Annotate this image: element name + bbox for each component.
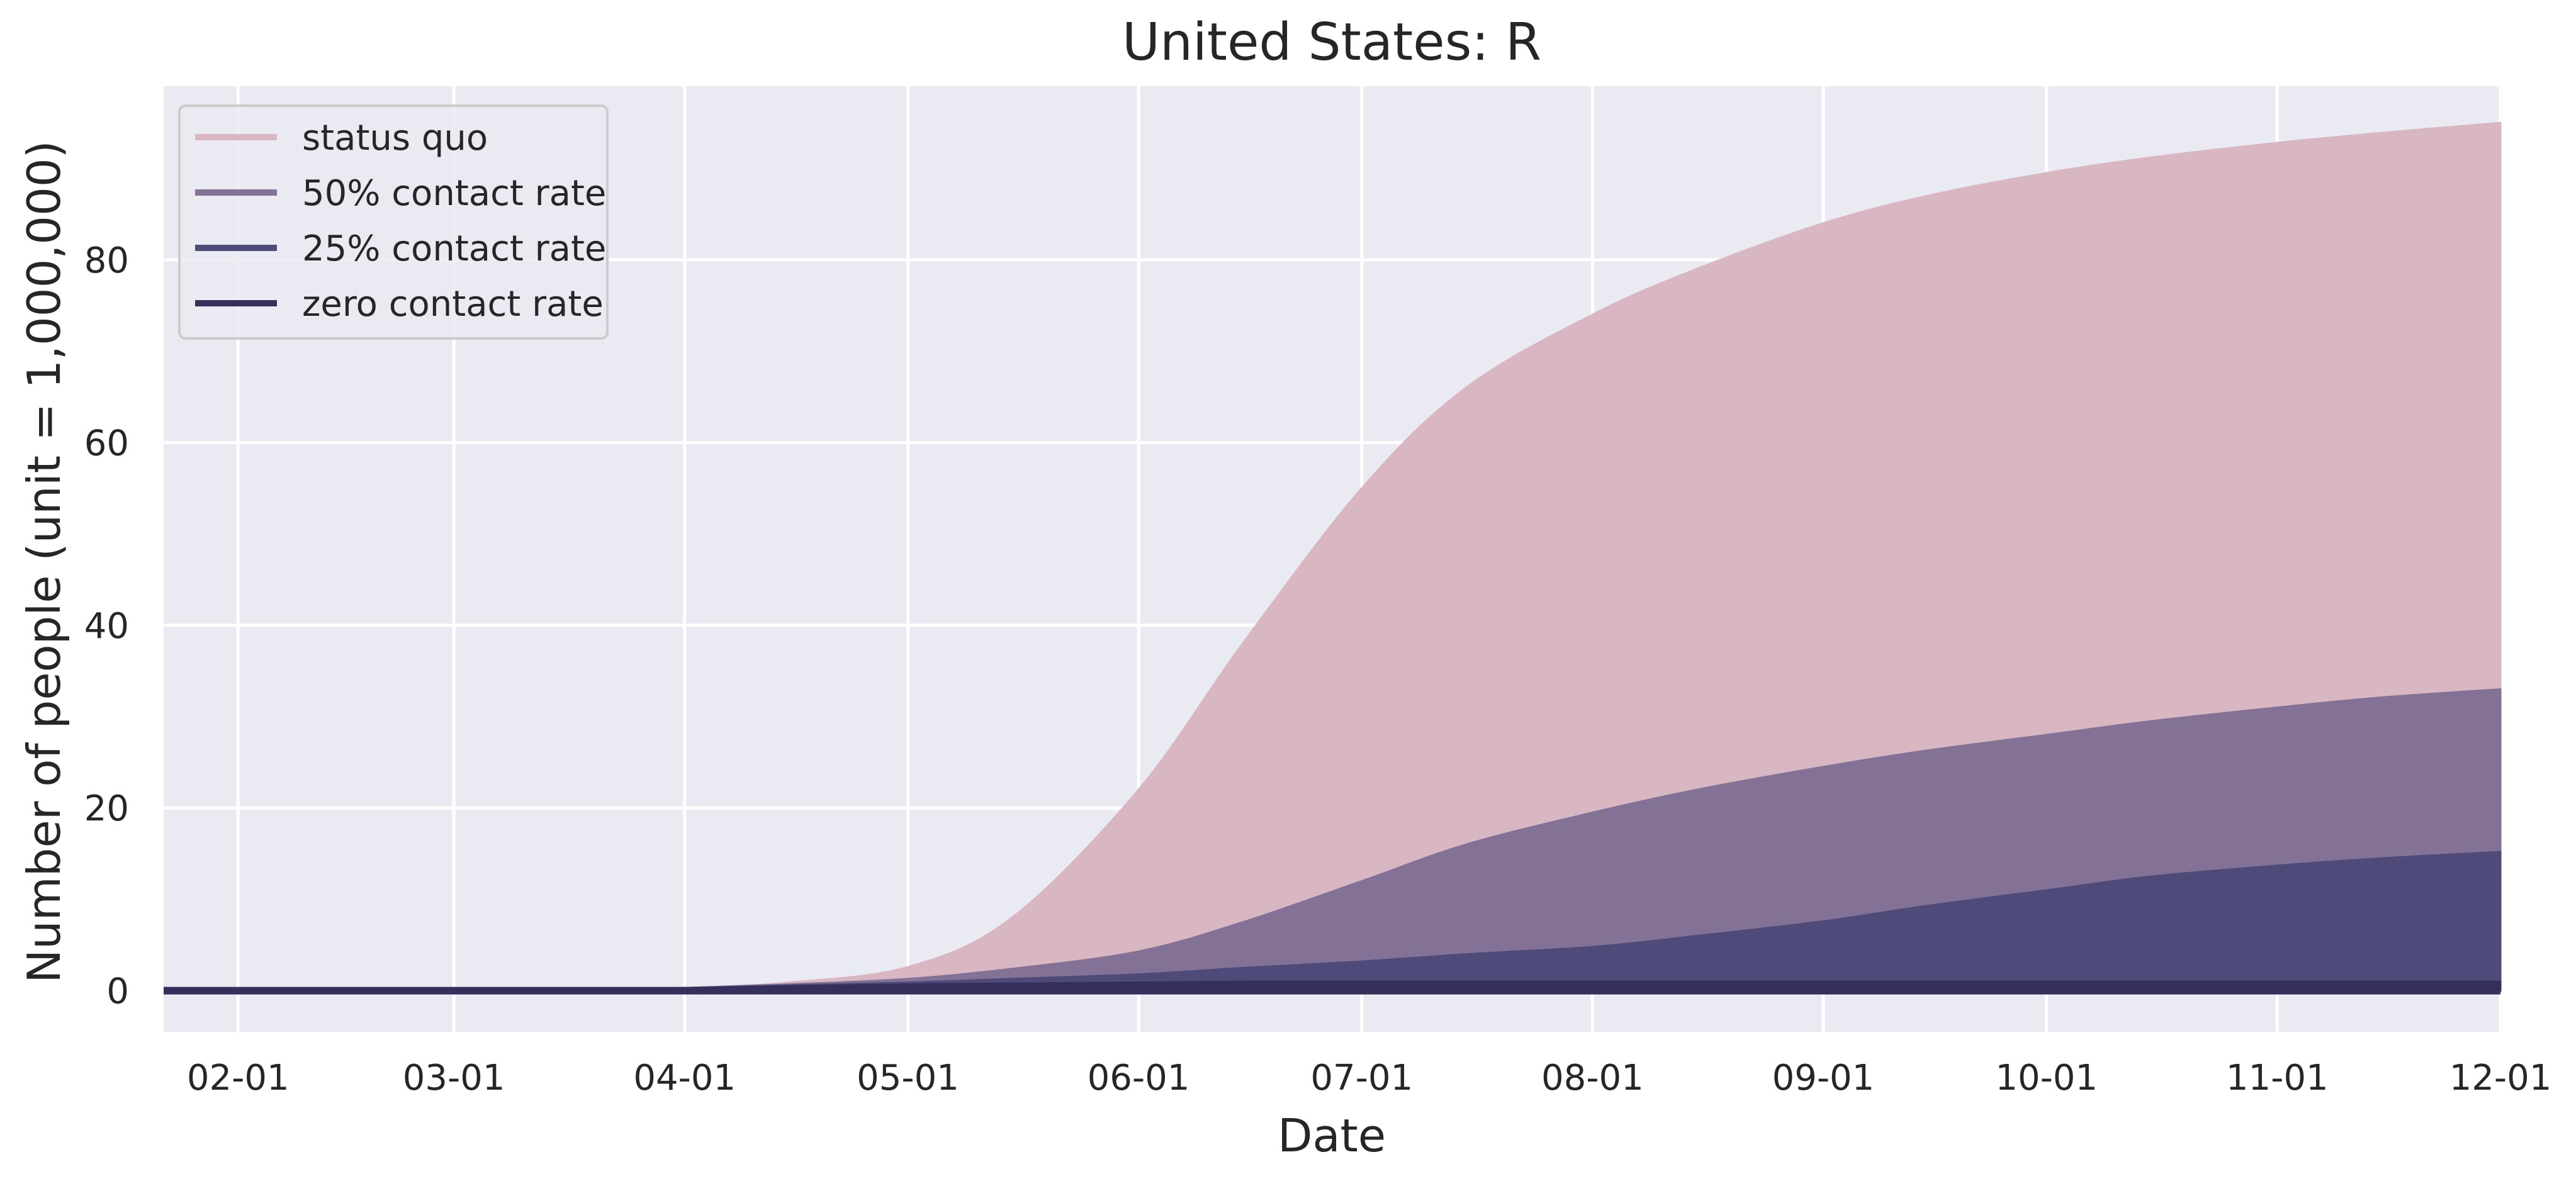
x-tick-label: 12-01 (2449, 1058, 2552, 1099)
x-tick-label: 06-01 (1088, 1058, 1190, 1099)
x-tick-label: 07-01 (1310, 1058, 1413, 1099)
x-tick-label: 05-01 (857, 1058, 959, 1099)
x-tick-label: 02-01 (187, 1058, 290, 1099)
legend-label: 25% contact rate (302, 228, 606, 269)
chart-title: United States: R (1122, 13, 1541, 72)
x-tick-label: 08-01 (1541, 1058, 1644, 1099)
y-tick-label: 40 (84, 606, 129, 647)
x-tick-label: 04-01 (633, 1058, 736, 1099)
x-tick-label: 10-01 (1995, 1058, 2098, 1099)
legend-label: status quo (302, 118, 488, 159)
y-tick-label: 80 (84, 240, 129, 281)
tick-layer: 02-01 03-01 04-01 05-01 06-01 07-01 08-01 09-01… (84, 240, 2552, 1099)
x-axis-label: Date (1278, 1109, 1386, 1162)
y-axis-label: Number of people (unit = 1,000,000) (18, 140, 70, 983)
series-layer (163, 121, 2502, 995)
x-tick-label: 09-01 (1772, 1058, 1875, 1099)
y-tick-label: 60 (84, 423, 129, 464)
y-tick-label: 20 (84, 788, 129, 829)
y-tick-label: 0 (106, 971, 129, 1012)
legend-label: zero contact rate (302, 284, 604, 325)
x-tick-label: 11-01 (2226, 1058, 2329, 1099)
legend: status quo 50% contact rate 25% contact ra… (178, 104, 609, 340)
legend-box (178, 104, 609, 340)
legend-label: 50% contact rate (302, 173, 606, 214)
x-tick-label: 03-01 (403, 1058, 505, 1099)
